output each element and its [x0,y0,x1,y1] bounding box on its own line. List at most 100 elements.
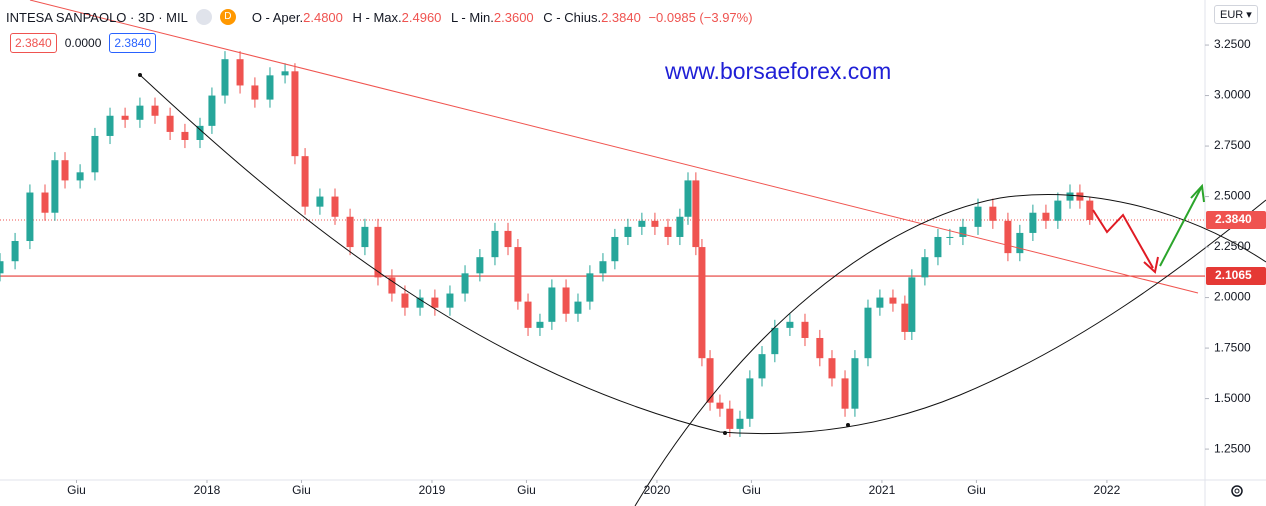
buy-button[interactable]: 2.3840 [109,33,157,53]
settings-icon[interactable] [1231,485,1243,497]
candle-body [586,273,594,302]
candle-body [281,71,289,76]
candle-body [1016,232,1024,254]
arrowhead [1143,256,1159,274]
arc-upper [634,194,1266,506]
candle-body [801,321,809,338]
high-value: 2.4960 [401,9,442,25]
y-tick-label: 2.0000 [1214,290,1251,304]
forecast-arrow-down [1092,209,1154,269]
candle-body [786,321,794,328]
candle-body [461,273,469,294]
candle-body [889,297,897,304]
candle-body [548,287,556,322]
price-label-box [1206,211,1266,229]
candle-body [726,408,734,429]
anchor-point [723,431,727,435]
candle-body [989,206,997,221]
candle-body [974,206,982,227]
anchor-point [846,423,850,427]
candle-body [1066,192,1074,201]
anchor-point [138,73,142,77]
candle-body [266,75,274,100]
candle-body [1029,212,1037,233]
candle-body [908,277,916,332]
open-label: O - Aper. [251,9,304,25]
x-tick-label: Giu [517,483,536,497]
y-tick-label: 2.2500 [1214,239,1251,253]
candle-body [664,226,672,237]
candle-body [61,160,69,181]
candle-body [221,59,229,96]
x-tick-label: 2018 [194,483,221,497]
x-tick-label: Giu [967,483,986,497]
candle-body [574,301,582,314]
arrowhead [1190,183,1205,203]
candle-body [536,321,544,328]
eye-icon[interactable] [195,9,212,25]
candle-body [562,287,570,314]
candle-body [301,156,309,207]
candle-body [446,293,454,308]
candle-body [921,257,929,278]
candle-body [476,257,484,274]
candle-body [251,85,259,100]
candle-body [0,261,4,274]
axes: 1.2500 1.5000 1.7500 2.0000 2.2500 2.5000 2.75… [67,37,1266,497]
candle-body [316,196,324,207]
candle-body [611,236,619,262]
y-tick-label: 2.7500 [1214,138,1251,152]
candle-body [959,226,967,237]
candle-body [121,115,129,120]
y-tick-label: 2.5000 [1214,189,1251,203]
currency[interactable]: EUR [1220,9,1244,21]
candle-body [736,418,744,429]
candle-body [361,226,369,248]
currency-selector[interactable]: EUR ▾ [1214,5,1258,24]
candle-body [851,358,859,409]
candle-body [1042,212,1050,221]
x-tick-label: Giu [67,483,86,497]
close-value: 2.3840 [601,9,641,25]
candle-body [388,277,396,294]
candle-body [76,172,84,181]
candle-body [638,220,646,227]
candle-body [331,196,339,217]
y-tick-label: 3.2500 [1214,37,1251,51]
ohlc: O - Aper.2.4800 H - Max.2.4960 L - Min.2… [246,10,753,25]
candle-body [236,59,244,86]
delay-icon: D [219,9,236,25]
candle-body [706,358,714,403]
trade-row: 2.3840 0.0000 2.3840 [10,33,157,53]
legend-header: INTESA SANPAOLO · 3D · MIL D O - Aper.2.… [6,9,753,25]
candle-body [504,230,512,248]
candle-body [196,125,204,140]
candle-body [514,247,522,302]
y-tick-label: 1.7500 [1214,340,1251,354]
high-label: H - Max. [352,9,402,25]
candle-body [11,241,19,262]
candle-body [599,261,607,274]
candle-body [106,115,114,136]
arc-lower [139,74,1266,435]
y-tick-label: 1.5000 [1214,391,1251,405]
candle-body [901,303,909,332]
close-label: C - Chius. [543,9,602,25]
trendline [29,0,1199,294]
candle-body [828,358,836,379]
candle-body [1004,220,1012,254]
sell-button[interactable]: 2.3840 [10,33,57,53]
candle-body [1086,200,1094,220]
price-label-box [1206,267,1266,286]
candle-body [698,247,706,359]
candle-body [816,337,824,359]
candle-body [864,307,872,359]
watermark: www.borsaeforex.com [665,58,892,84]
candle-body [91,135,99,173]
x-tick-label: 2019 [419,483,446,497]
candle-body [1076,192,1084,201]
candle-body [1054,200,1062,221]
x-tick-label: 2021 [869,483,896,497]
candle-body [51,160,59,213]
